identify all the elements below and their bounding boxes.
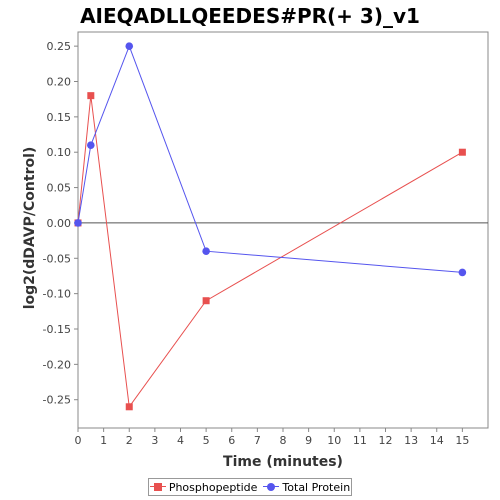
y-tick-label: -0.20 [43, 358, 71, 371]
x-tick-label: 2 [126, 434, 133, 447]
data-point-total-protein [125, 42, 134, 50]
y-tick-label: -0.05 [43, 252, 71, 265]
x-tick-label: 13 [404, 434, 418, 447]
y-tick-label: -0.25 [43, 394, 71, 407]
data-point-total-protein [74, 219, 82, 227]
legend-item-phosphopeptide: Phosphopeptide [149, 480, 258, 494]
x-tick-label: 4 [177, 434, 184, 447]
legend-label-total-protein: Total Protein [282, 480, 351, 494]
x-tick-label: 10 [327, 434, 341, 447]
x-tick-label: 7 [254, 434, 261, 447]
x-tick-label: 9 [305, 434, 312, 447]
x-tick-label: 12 [379, 434, 393, 447]
chart-title: AIEQADLLQEEDES#PR(+ 3)_v1 [80, 4, 420, 28]
data-point-total-protein [202, 247, 210, 256]
x-axis-label: Time (minutes) [223, 454, 343, 470]
x-tick-label: 3 [151, 434, 158, 447]
x-tick-label: 0 [75, 434, 82, 447]
y-tick-label: 0.00 [47, 217, 72, 230]
circle-marker-icon [263, 482, 280, 492]
y-tick-label: 0.15 [47, 111, 72, 124]
x-tick-label: 1 [100, 434, 107, 447]
x-tick-label: 8 [280, 434, 287, 447]
data-point-phosphopeptide [202, 297, 210, 305]
data-point-phosphopeptide [125, 403, 133, 411]
square-marker-icon [149, 482, 166, 492]
legend: Phosphopeptide Total Protein [148, 478, 352, 496]
legend-item-total-protein: Total Protein [263, 481, 350, 494]
y-tick-label: 0.20 [47, 76, 72, 89]
data-point-phosphopeptide [87, 92, 95, 100]
x-tick-label: 14 [430, 434, 444, 447]
data-point-phosphopeptide [458, 148, 466, 156]
y-axis-label: log2(dDAVP/Control) [22, 147, 38, 310]
data-point-total-protein [458, 268, 467, 277]
y-tick-label: -0.15 [43, 323, 71, 336]
x-tick-label: 11 [353, 434, 367, 447]
y-tick-label: 0.25 [47, 40, 72, 53]
x-tick-label: 6 [228, 434, 235, 447]
legend-label-phosphopeptide: Phosphopeptide [168, 480, 258, 494]
x-tick-label: 5 [203, 434, 210, 447]
y-tick-label: 0.10 [47, 146, 72, 159]
data-point-total-protein [87, 141, 95, 149]
plot-frame [77, 31, 489, 429]
y-tick-label: 0.05 [47, 182, 72, 195]
y-tick-label: -0.10 [43, 288, 71, 301]
x-tick-label: 15 [455, 434, 469, 447]
